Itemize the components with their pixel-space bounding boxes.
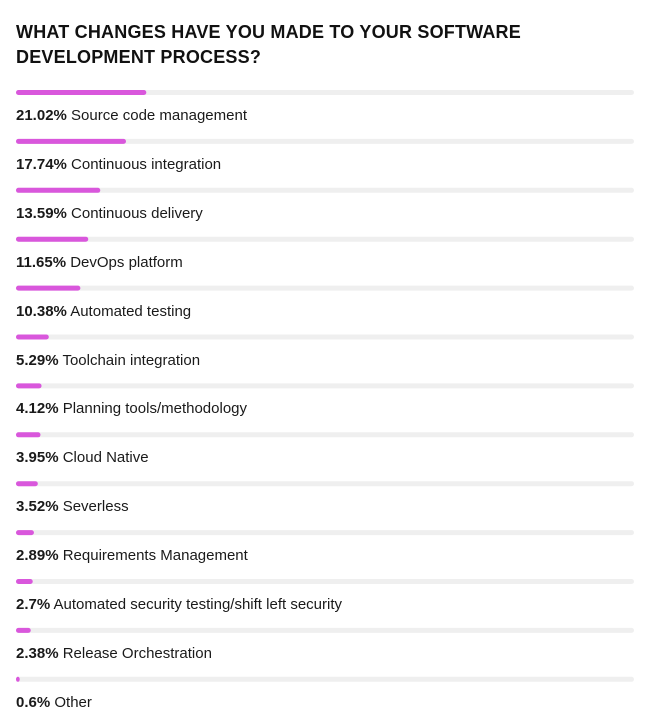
bar-track — [16, 530, 634, 536]
category-label: Toolchain integration — [58, 351, 201, 369]
bar-track — [16, 383, 634, 389]
category-label: Continuous integration — [66, 155, 222, 173]
bar — [16, 627, 31, 633]
bar-label: 11.65% DevOps platform — [16, 254, 183, 272]
value-label: 4.12% — [16, 400, 59, 418]
category-label: Planning tools/methodology — [58, 400, 248, 418]
bar-track — [16, 138, 634, 144]
bar-label: 21.02% Source code management — [16, 107, 247, 125]
bar — [16, 90, 147, 95]
bar-label: 10.38% Automated testing — [16, 303, 191, 321]
bar-track — [16, 481, 634, 487]
bar — [16, 383, 42, 389]
bar-track — [16, 90, 634, 95]
bar-label: 3.95% Cloud Native — [16, 449, 149, 467]
chart-title: WHAT CHANGES HAVE YOU MADE TO YOUR SOFTW… — [16, 22, 521, 67]
category-label: Other — [50, 693, 92, 711]
bar-track — [16, 579, 634, 584]
bar — [16, 285, 81, 291]
category-label: Automated security testing/shift left se… — [50, 596, 342, 613]
category-label: Automated testing — [66, 302, 192, 320]
category-label: Cloud Native — [58, 449, 149, 467]
value-label: 2.89% — [16, 547, 59, 565]
bar-track — [16, 285, 634, 291]
bar-label: 2.38% Release Orchestration — [16, 645, 212, 663]
bar-label: 3.52% Severless — [16, 498, 129, 516]
bar-track — [16, 627, 634, 633]
bar-label: 0.6% Other — [16, 694, 92, 712]
value-label: 5.29% — [16, 351, 59, 369]
category-label: Requirements Management — [58, 547, 248, 565]
bar-label: 13.59% Continuous delivery — [16, 205, 203, 223]
category-label: DevOps platform — [66, 253, 183, 271]
value-label: 3.52% — [16, 498, 59, 516]
category-label: Continuous delivery — [66, 204, 203, 222]
value-label: 13.59% — [16, 204, 67, 222]
bar-label: 4.12% Planning tools/methodology — [16, 400, 247, 418]
bar — [16, 579, 33, 584]
value-label: 10.38% — [16, 302, 67, 320]
bar-track — [16, 236, 634, 242]
bar — [16, 138, 126, 144]
bar — [16, 676, 20, 682]
bar-label: 5.29% Toolchain integration — [16, 352, 200, 370]
value-label: 3.95% — [16, 449, 59, 467]
bar — [16, 432, 41, 438]
value-label: 11.65% — [16, 253, 67, 271]
bar-track — [16, 676, 634, 682]
bar — [16, 530, 34, 536]
bar-label: 2.89% Requirements Management — [16, 547, 248, 565]
value-label: 21.02% — [16, 107, 67, 124]
category-label: Source code management — [66, 107, 247, 124]
bar-track — [16, 432, 634, 438]
bar — [16, 187, 101, 193]
category-label: Severless — [58, 498, 129, 516]
bar-label: 17.74% Continuous integration — [16, 156, 221, 174]
value-label: 0.6% — [16, 693, 51, 711]
bar-track — [16, 334, 634, 340]
value-label: 2.7% — [16, 596, 51, 613]
bar-label: 2.7% Automated security testing/shift le… — [16, 596, 342, 614]
bar — [16, 481, 38, 487]
bar — [16, 334, 49, 340]
value-label: 17.74% — [16, 155, 67, 173]
category-label: Release Orchestration — [58, 644, 212, 662]
value-label: 2.38% — [16, 644, 59, 662]
bar-track — [16, 187, 634, 193]
bar — [16, 236, 89, 242]
